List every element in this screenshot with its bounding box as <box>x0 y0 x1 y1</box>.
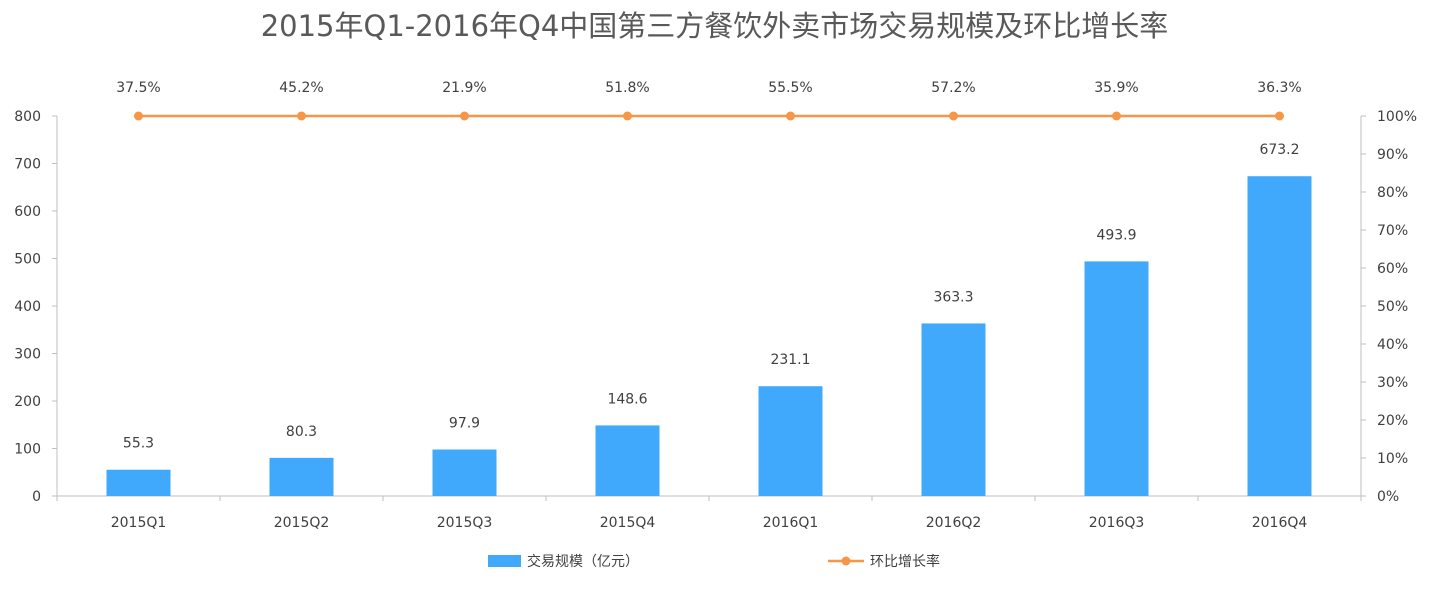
growth-rate-label: 55.5% <box>768 80 812 96</box>
legend-line-marker <box>841 556 851 566</box>
bar-value-label: 148.6 <box>607 391 647 407</box>
line-series <box>134 111 1284 121</box>
growth-rate-label: 36.3% <box>1257 80 1301 96</box>
x-tick-label: 2015Q2 <box>274 515 330 531</box>
bar-value-label: 673.2 <box>1259 142 1299 158</box>
y-left-tick-label: 400 <box>14 299 41 315</box>
y-right-tick-label: 90% <box>1377 147 1408 163</box>
bar <box>269 457 334 496</box>
bar-series <box>106 176 1312 497</box>
growth-rate-label: 37.5% <box>116 80 160 96</box>
y-right-tick-label: 60% <box>1377 261 1408 277</box>
y-left-tick-label: 700 <box>14 157 41 173</box>
bar <box>106 469 171 496</box>
y-right-tick-label: 0% <box>1377 489 1399 505</box>
growth-rate-label: 21.9% <box>442 80 486 96</box>
y-right-tick-label: 30% <box>1377 375 1408 391</box>
growth-rate-point <box>949 111 958 121</box>
growth-rate-point <box>786 111 795 121</box>
growth-rate-point <box>623 111 632 121</box>
x-tick-label: 2016Q3 <box>1089 515 1145 531</box>
y-right-tick-label: 80% <box>1377 185 1408 201</box>
bar-value-label: 231.1 <box>770 352 810 368</box>
x-tick-label: 2016Q4 <box>1252 515 1308 531</box>
legend-line-label: 环比增长率 <box>870 553 940 570</box>
x-tick-label: 2015Q4 <box>600 515 656 531</box>
y-right-tick-label: 70% <box>1377 223 1408 239</box>
bar-value-label: 97.9 <box>449 415 480 431</box>
y-left-tick-label: 600 <box>14 204 41 220</box>
bar-value-label: 80.3 <box>286 424 317 440</box>
y-left-tick-label: 300 <box>14 347 41 363</box>
growth-rate-label: 51.8% <box>605 80 649 96</box>
y-right-tick-label: 40% <box>1377 337 1408 353</box>
data-labels: 55.3 80.3 97.9 148.6 231.1 363.3 493.9 673.2 37.… <box>116 80 1301 452</box>
x-tick-label: 2016Q2 <box>926 515 982 531</box>
x-tick-label: 2015Q3 <box>437 515 493 531</box>
bar <box>432 449 497 496</box>
axes: 0 100 200 300 400 500 600 700 800 0% 10% 20% 30% 40% 5… <box>14 109 1417 531</box>
bar <box>1247 176 1312 497</box>
growth-rate-point <box>134 111 143 121</box>
y-left-tick-label: 0 <box>32 489 41 505</box>
growth-rate-point <box>460 111 469 121</box>
growth-rate-label: 35.9% <box>1094 80 1138 96</box>
y-right-tick-label: 100% <box>1377 109 1417 125</box>
growth-rate-point <box>297 111 306 121</box>
y-left-tick-label: 100 <box>14 442 41 458</box>
growth-rate-label: 57.2% <box>931 80 975 96</box>
chart-title: 2015年Q1-2016年Q4中国第三方餐饮外卖市场交易规模及环比增长率 <box>261 9 1169 43</box>
bar <box>1084 261 1149 496</box>
growth-rate-point <box>1112 111 1121 121</box>
legend: 交易规模（亿元） 环比增长率 <box>488 553 940 570</box>
bar <box>758 386 823 496</box>
x-tick-label: 2015Q1 <box>111 515 167 531</box>
y-left-tick-label: 500 <box>14 252 41 268</box>
bar-value-label: 363.3 <box>933 289 973 305</box>
growth-rate-point <box>1275 111 1284 121</box>
growth-rate-label: 45.2% <box>279 80 323 96</box>
x-tick-label: 2016Q1 <box>763 515 819 531</box>
bar-value-label: 493.9 <box>1096 227 1136 243</box>
y-right-tick-label: 50% <box>1377 299 1408 315</box>
legend-bar-swatch <box>488 555 521 567</box>
y-right-tick-label: 20% <box>1377 413 1408 429</box>
bar-value-label: 55.3 <box>123 436 154 452</box>
legend-bar-label: 交易规模（亿元） <box>527 553 639 570</box>
bar <box>595 425 660 496</box>
y-left-tick-label: 800 <box>14 109 41 125</box>
y-left-tick-label: 200 <box>14 394 41 410</box>
bar <box>921 323 986 496</box>
y-right-tick-label: 10% <box>1377 451 1408 467</box>
